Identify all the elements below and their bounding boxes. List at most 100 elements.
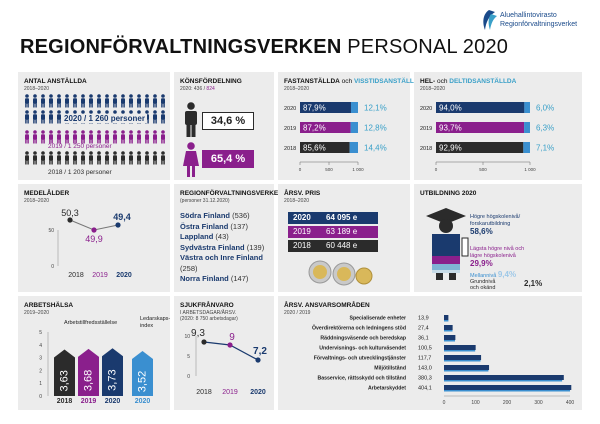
hel-year-2020: 2020: [420, 106, 432, 112]
ansvar-xtick-200: 200: [503, 400, 512, 406]
ansvar-value-6: 380,3: [418, 376, 432, 382]
hel-heading: HEL- och DELTIDSANSTÄLLDA: [420, 78, 517, 85]
pris-row-2019: 2019 63 189 e: [288, 226, 378, 238]
kon-sub: 2020: 436 / 824: [180, 86, 215, 92]
utb-item-4: Grundnivå och okänd: [470, 279, 496, 291]
ansvar-bar-2020-4: [444, 355, 482, 360]
arbets-xlabel-0: 2018: [57, 398, 73, 405]
hel-bar-main-2018: [436, 142, 524, 153]
arbets-legend-a: Arbetstillfredsställelse: [64, 320, 118, 326]
medel-point-2020: [115, 222, 121, 228]
ansvar-bar-2019-6: [444, 380, 563, 382]
ansvar-bar-2020-3: [444, 345, 476, 350]
antal-2020: 2020 / 1 260 personer: [62, 114, 147, 123]
utb-item-3: Mellannivå 9,4%: [470, 270, 517, 280]
utb-heading: UTBILDNING 2020: [420, 190, 477, 197]
ansvar-value-2: 36,1: [418, 336, 429, 342]
arbets-value-3: 3,52: [137, 371, 149, 392]
arbets-legend-b: Ledarskaps-index: [140, 316, 171, 329]
rv-heading: REGIONFÖRVALTNINGSVERKEN: [180, 190, 283, 197]
hel-bar-main-2019: [436, 122, 525, 133]
medel-value-2019: 49,9: [85, 234, 103, 244]
hel-bar-rest-2018: [523, 142, 530, 153]
ansvar-label-6: Basservice, rättsskydd och tillstånd: [317, 375, 406, 382]
medel-point-2018: [67, 217, 73, 223]
utb-item-4-value: 2,1%: [524, 279, 543, 288]
ansvar-xtick-400: 400: [566, 400, 575, 406]
ansvar-label-4: Förvaltnings- och utvecklingstjänster: [314, 356, 406, 362]
medel-point-2019: [91, 227, 97, 233]
arbets-ytick-5: 5: [39, 330, 42, 336]
panel-fast: FASTANSTÄLLDA och VISSTIDSANSTÄLLDA 2018…: [278, 72, 423, 180]
fast-value-main-2020: 87,9%: [303, 103, 326, 112]
arbets-heading: ARBETSHÄLSA: [24, 302, 74, 309]
arbets-bar-3: [132, 350, 153, 396]
ansvar-value-3: 100,5: [418, 346, 432, 352]
arbets-ytick-2: 2: [39, 368, 42, 374]
antal-2019: 2019 / 1 250 personer: [48, 143, 112, 150]
medel-heading: MEDELÅLDER: [24, 190, 70, 197]
people-row-3-icon: [25, 151, 165, 165]
ansvar-bar-2020-1: [444, 325, 453, 330]
pris-row-2020: 2020 64 095 e: [288, 212, 378, 224]
fast-tick-label-1: 500: [325, 167, 333, 172]
arbets-value-1: 3,68: [83, 370, 95, 391]
ansvar-label-5: Miljötillstånd: [374, 365, 406, 372]
panel-ansvar: ÅRSV. ANSVARSOMRÅDEN 2020 / 2019 Special…: [278, 296, 582, 410]
ansvar-bar-2019-3: [444, 350, 476, 352]
medel-value-2020: 49,4: [113, 212, 131, 222]
ansvar-xtick-300: 300: [534, 400, 543, 406]
fast-bar-rest-2019: [350, 122, 358, 133]
ansvar-heading: ÅRSV. ANSVARSOMRÅDEN: [284, 302, 370, 309]
medel-years: 2018–2020: [24, 198, 50, 204]
sjuk-heading: SJUKFRÅNVARO: [180, 302, 234, 309]
arbets-bar-0: [54, 349, 75, 396]
hel-years: 2018–2020: [420, 86, 446, 92]
rv-item: (258): [180, 263, 198, 273]
ansvar-value-7: 404,1: [418, 386, 432, 392]
panel-rv: REGIONFÖRVALTNINGSVERKEN (personer 31.12…: [174, 184, 283, 292]
fast-value-rest-2020: 12,1%: [364, 103, 387, 112]
fast-value-rest-2019: 12,8%: [364, 123, 387, 132]
hel-value-rest-2018: 7,1%: [536, 143, 554, 152]
rv-item: Västra och Inre Finland: [180, 253, 263, 262]
panel-utb: UTBILDNING 2020 Högre högskolenivå/forsk…: [414, 184, 582, 292]
panel-antal: ANTAL ANSTÄLLDA 2018–2020 2020 / 1 260 p…: [18, 72, 170, 180]
medel-xlabel-2018: 2018: [68, 272, 84, 279]
sjuk-value-2019: 9: [229, 332, 235, 343]
arbets-value-2: 3,73: [107, 369, 119, 390]
hel-tick-label-1: 500: [479, 167, 487, 172]
ansvar-value-4: 117,7: [418, 356, 431, 362]
fast-value-rest-2018: 14,4%: [364, 143, 387, 152]
arbets-ytick-0: 0: [39, 394, 42, 400]
medel-xlabel-2019: 2019: [92, 272, 108, 279]
panel-medel: MEDELÅLDER 2018–2020 50 0 50,3 2018 49,9 2019…: [18, 184, 170, 292]
fast-years: 2018–2020: [284, 86, 310, 92]
arbets-chart: 5 4 3 2 1 0 3,63 2018 3,68 2019 3,73 2020 3,52 2020: [39, 330, 153, 405]
rv-item: Östra Finland (137): [180, 221, 248, 231]
sjuk-sub1: I ARBETSDAGAR/ÅRSV.: [180, 310, 237, 316]
page-title: REGIONFÖRVALTNINGSVERKEN PERSONAL 2020: [20, 36, 508, 59]
rv-item: Södra Finland (536): [180, 211, 250, 220]
panel-sjuk: SJUKFRÅNVARO I ARBETSDAGAR/ÅRSV. (2020: …: [174, 296, 274, 410]
hel-bar-main-2020: [436, 102, 525, 113]
ansvar-bar-2020-5: [444, 365, 490, 370]
fast-bar-main-2018: [300, 142, 350, 153]
people-row-2-icon: [25, 130, 165, 144]
sjuk-ytick-10: 10: [184, 334, 190, 340]
sjuk-ytick-5: 5: [187, 354, 190, 360]
fast-value-main-2019: 87,2%: [303, 123, 326, 132]
ansvar-chart: Specialiserade enheter 13,9 Överdirektörer…: [312, 315, 575, 406]
rv-sub: (personer 31.12.2020): [180, 198, 230, 204]
pris-years: 2018–2020: [284, 198, 310, 204]
sjuk-sub2: (2020: 8 750 arbetsdagar): [180, 316, 238, 322]
fast-year-2018: 2018: [284, 146, 296, 152]
page-title-bold: REGIONFÖRVALTNINGSVERKEN: [20, 36, 342, 58]
arbets-xlabel-1: 2019: [81, 398, 97, 405]
fast-bar-rest-2020: [350, 102, 358, 113]
fast-bar-rest-2018: [349, 142, 358, 153]
utb-item-1: Högre högskolenivå/forskarutbildning 58,…: [470, 214, 521, 236]
graduate-icon: [426, 208, 469, 280]
rv-list: Södra Finland (536) Östra Finland (137) La…: [180, 211, 264, 285]
arbets-xlabel-3: 2020: [135, 398, 151, 405]
